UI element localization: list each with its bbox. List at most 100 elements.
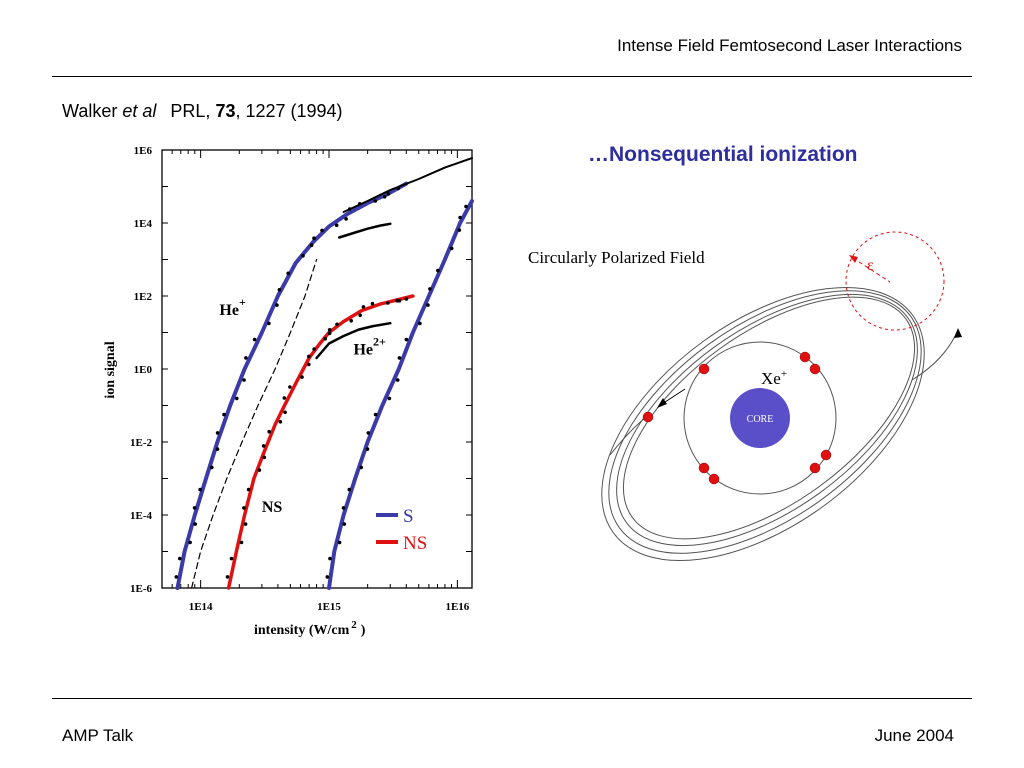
data-point xyxy=(300,375,304,379)
y-tick-label: 1E4 xyxy=(134,218,153,230)
data-point xyxy=(347,487,352,492)
data-point xyxy=(277,288,282,292)
series-line-ns xyxy=(226,294,415,590)
legend-label: S xyxy=(403,506,414,527)
data-point xyxy=(215,447,220,451)
orbit-ellipse-1 xyxy=(601,286,925,562)
data-point xyxy=(242,506,246,510)
chart-annotation: He+ xyxy=(219,295,246,319)
data-point xyxy=(386,192,391,196)
data-point xyxy=(328,556,332,561)
data-point xyxy=(347,207,352,211)
data-point xyxy=(174,575,179,579)
citation-etal: et al xyxy=(122,101,157,121)
theory-dashed-line xyxy=(191,258,318,589)
data-point xyxy=(222,412,226,417)
data-point xyxy=(397,298,402,303)
data-point xyxy=(309,243,314,248)
orbit-ellipse-2 xyxy=(608,290,922,554)
x-axis-label-text: intensity (W/cm xyxy=(254,623,350,638)
x-axis-label: intensity (W/cm 2) xyxy=(254,619,366,638)
citation-rest: , 1227 (1994) xyxy=(235,101,343,121)
electron xyxy=(698,363,710,375)
data-point xyxy=(210,465,214,470)
data-point xyxy=(252,337,257,342)
data-point xyxy=(349,319,354,323)
data-point xyxy=(178,556,182,561)
legend-label: NS xyxy=(403,533,427,554)
data-point xyxy=(286,271,291,276)
data-point xyxy=(327,331,332,336)
data-point xyxy=(307,362,311,367)
data-point xyxy=(335,322,339,327)
footer-date: June 2004 xyxy=(874,726,954,745)
field-region-circle xyxy=(845,231,945,331)
data-point xyxy=(229,556,234,561)
data-point xyxy=(246,487,251,492)
data-point xyxy=(225,575,230,579)
orbit-ellipse-3 xyxy=(616,293,918,547)
data-plateau-line xyxy=(315,321,392,360)
data-point xyxy=(312,347,317,351)
electron xyxy=(708,473,720,485)
electron xyxy=(820,449,832,461)
field-vector-arrowhead xyxy=(849,255,858,263)
electron xyxy=(799,351,811,363)
series-line-s xyxy=(327,199,474,590)
data-point xyxy=(275,303,279,307)
data-point xyxy=(428,287,432,291)
theory-line xyxy=(342,157,473,213)
data-point xyxy=(262,455,267,460)
x-tick-label: 1E14 xyxy=(189,601,213,613)
annotation-text: NS xyxy=(262,499,283,516)
data-point xyxy=(458,215,462,220)
electron-velocity-arrow xyxy=(661,388,686,405)
diagram-title: Circularly Polarized Field xyxy=(528,248,705,267)
electron-velocity-arrowhead xyxy=(657,398,667,408)
header-rule xyxy=(52,76,972,77)
annotation-sup: + xyxy=(239,295,246,309)
y-tick-label: 1E-2 xyxy=(130,437,153,449)
data-point xyxy=(283,410,287,415)
data-point xyxy=(288,385,292,389)
data-point xyxy=(267,429,272,434)
data-point xyxy=(307,354,311,359)
data-point xyxy=(457,228,462,232)
shell-circle xyxy=(683,341,837,495)
data-point xyxy=(361,305,366,309)
data-point xyxy=(188,540,192,545)
data-point xyxy=(337,540,342,545)
x-axis-label-sup: 2 xyxy=(351,619,357,631)
citation-author: Walker xyxy=(62,101,118,121)
data-point xyxy=(243,522,248,526)
data-point xyxy=(192,506,197,510)
data-point xyxy=(320,228,324,233)
citation: Walker et al PRL, 73, 1227 (1994) xyxy=(62,101,343,122)
data-point xyxy=(386,301,390,305)
data-point xyxy=(382,194,387,199)
data-point xyxy=(359,465,364,470)
electrons xyxy=(642,351,832,485)
data-point xyxy=(373,199,378,203)
data-point xyxy=(334,223,339,228)
data-point xyxy=(282,396,287,400)
data-point xyxy=(366,431,371,435)
data-point xyxy=(396,186,401,191)
data-point xyxy=(235,396,239,401)
annotation-text: He xyxy=(219,302,239,319)
data-point xyxy=(395,378,400,382)
core-label: CORE xyxy=(747,414,774,425)
x-tick-label: 1E16 xyxy=(445,601,469,613)
data-point xyxy=(312,236,316,240)
data-point xyxy=(327,328,332,332)
data-point xyxy=(341,506,346,510)
ion-label: Xe+ xyxy=(761,368,787,388)
footer-rule xyxy=(52,698,972,699)
data-point xyxy=(436,268,440,273)
data-point xyxy=(418,321,422,326)
data-point xyxy=(301,254,305,258)
orbit-ellipse-4 xyxy=(622,296,916,540)
ion-label-sup: + xyxy=(781,368,787,380)
y-tick-label: 1E0 xyxy=(134,364,153,376)
data-point xyxy=(464,204,468,209)
